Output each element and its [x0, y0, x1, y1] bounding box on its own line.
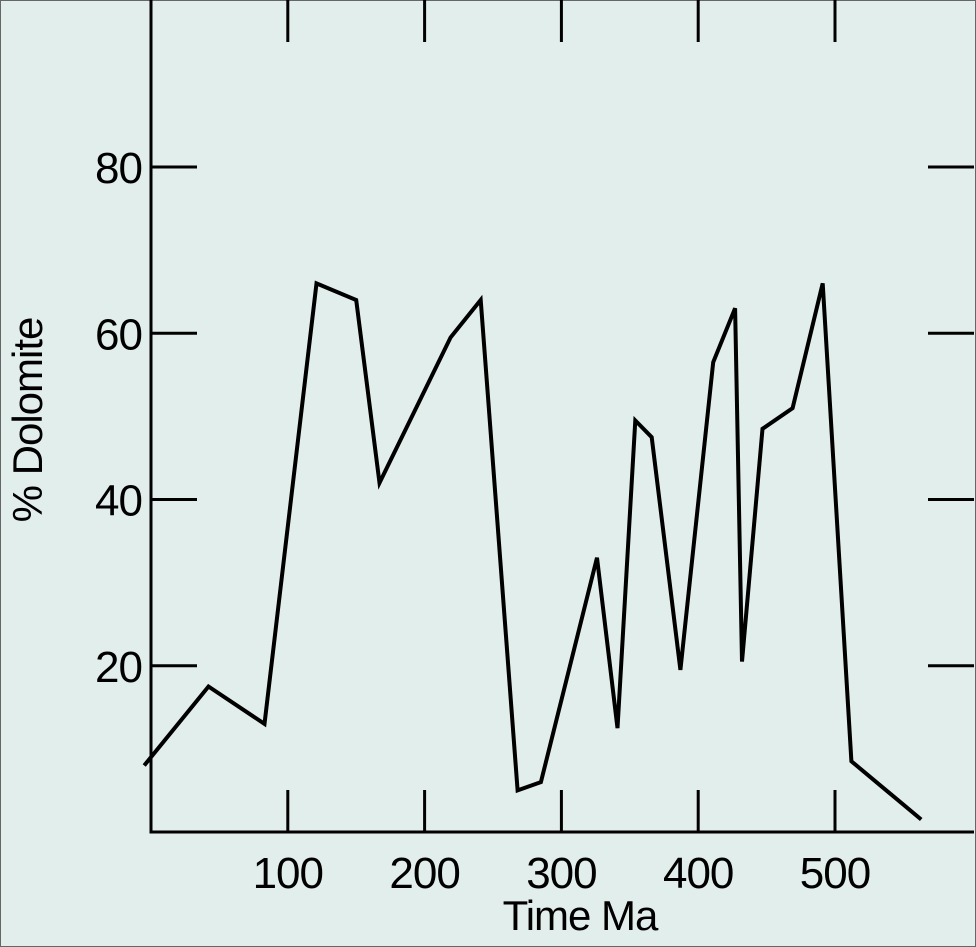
series-line [142, 280, 923, 822]
x-tick-label: 100 [253, 849, 323, 898]
y-tick-label: 40 [95, 477, 142, 526]
y-tick-label: 80 [95, 144, 142, 193]
x-tick-label: 200 [389, 849, 459, 898]
x-tick-label: 400 [663, 849, 733, 898]
x-tick-label: 300 [526, 849, 596, 898]
x-ticks: 100 200 300 400 500 [253, 0, 871, 898]
y-tick-label: 60 [95, 310, 142, 359]
x-tick-label: 500 [800, 849, 870, 898]
y-axis-title: % Dolomite [4, 318, 51, 523]
y-tick-label: 20 [95, 643, 142, 692]
y-ticks: 20 40 60 80 [95, 144, 974, 692]
x-axis-title: Time Ma [503, 892, 659, 939]
